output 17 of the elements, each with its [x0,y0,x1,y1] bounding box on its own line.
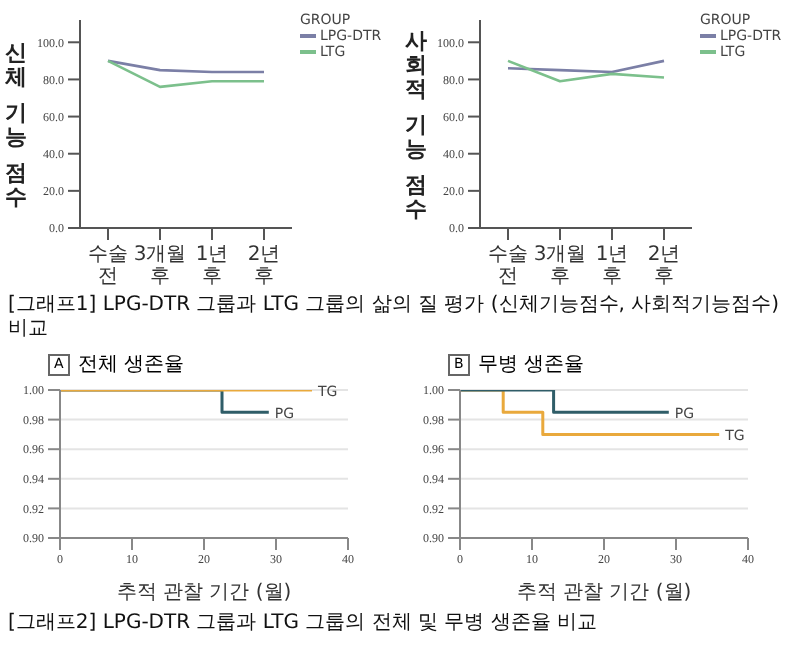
x-tick-label: 3개월 후 [133,244,187,288]
x-tick-label: 1년 후 [595,244,629,288]
text: [그래프1] LPG-DTR 그룹과 LTG 그룹의 삶의 질 평가 (신체기능점수, 사회적기능점수) 비교 [8,294,782,342]
x-tick-label: 1년 후 [195,244,229,288]
x-axis-title: 추적 관찰 기간 (월) [516,582,692,604]
line-series [506,59,666,83]
x-tick-label: 수술 전 [488,244,528,288]
x-tick-label: 수술 전 [88,244,128,288]
y-axis-title: 신체 기능 점수 [3,40,27,210]
x-tick-label: 3개월 후 [533,244,587,288]
chart-title: 무병 생존율 [477,352,584,378]
y-axis-title: 사회적 기능 점수 [405,28,427,222]
x-axis-title: 추적 관찰 기간 (월) [116,582,292,604]
x-tick-label: 2년 후 [247,244,281,288]
x-tick-label: 2년 후 [647,244,681,288]
chart-title: 전체 생존율 [77,352,184,378]
text: [그래프2] LPG-DTR 그룹과 LTG 그룹의 전체 및 무병 생존율 비교 [8,612,600,636]
